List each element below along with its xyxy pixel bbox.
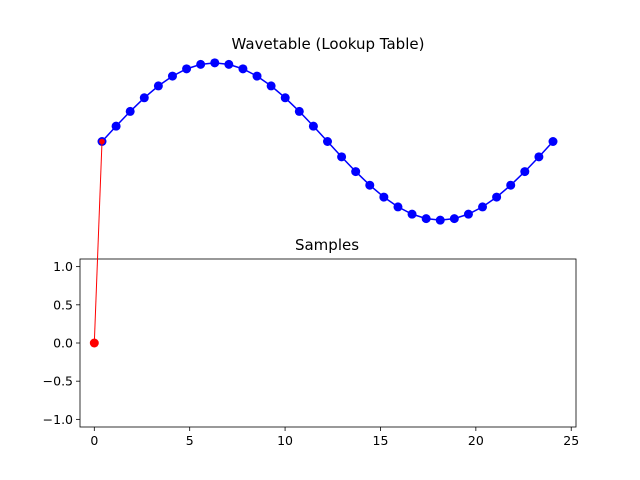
wavetable-point [393,202,403,212]
wavetable-point [492,192,502,202]
wavetable-point [238,64,248,74]
wavetable-markers [97,58,558,225]
wavetable-point [379,192,389,202]
wavetable-point [407,209,417,219]
wavetable-point [534,152,544,162]
samples-panel: Samples 0 5 10 15 20 25 1.0 0.5 0.0 −0.5 −1.0 [43,236,580,448]
wavetable-point [323,137,332,146]
wavetable-point [111,121,121,131]
wavetable-point [548,137,558,146]
wavetable-point [196,59,206,69]
samples-title: Samples [295,236,359,254]
samples-x-axis: 0 5 10 15 20 25 [90,427,579,448]
x-tick-label: 0 [90,433,98,448]
sample-to-wavetable-connector [93,141,103,344]
wavetable-point [294,106,304,116]
x-tick-label: 5 [186,433,194,448]
x-tick-label: 15 [373,433,389,448]
wavetable-point [280,93,290,103]
wavetable-point [125,106,135,116]
wavetable-point [266,81,276,91]
wavetable-point [139,93,149,103]
samples-y-axis: 1.0 0.5 0.0 −0.5 −1.0 [43,259,80,427]
wavetable-point [449,214,459,224]
y-tick-label: 0.5 [53,297,73,312]
wavetable-title: Wavetable (Lookup Table) [232,35,425,53]
wavetable-point [506,180,516,190]
x-tick-label: 20 [468,433,484,448]
y-tick-label: 1.0 [53,259,73,274]
x-tick-label: 25 [563,433,579,448]
wavetable-point [182,64,192,74]
wavetable-point [463,209,473,219]
y-tick-label: −1.0 [43,412,73,427]
y-tick-label: −0.5 [43,374,73,389]
wavetable-point [351,167,361,177]
wavetable-panel: Wavetable (Lookup Table) [97,35,558,225]
wavetable-point [520,167,530,177]
wavetable-point [210,58,220,68]
wavetable-point [421,214,431,224]
wavetable-point [337,152,347,162]
wavetable-point [252,71,262,81]
wavetable-point [365,180,375,190]
wavetable-point [478,202,488,212]
y-tick-label: 0.0 [53,336,73,351]
wavetable-point [224,59,234,69]
x-tick-label: 10 [277,433,293,448]
wavetable-point [167,71,177,81]
samples-axes-frame [79,258,577,428]
wavetable-point [435,215,445,225]
wavetable-point [153,81,163,91]
wavetable-point [308,121,318,131]
